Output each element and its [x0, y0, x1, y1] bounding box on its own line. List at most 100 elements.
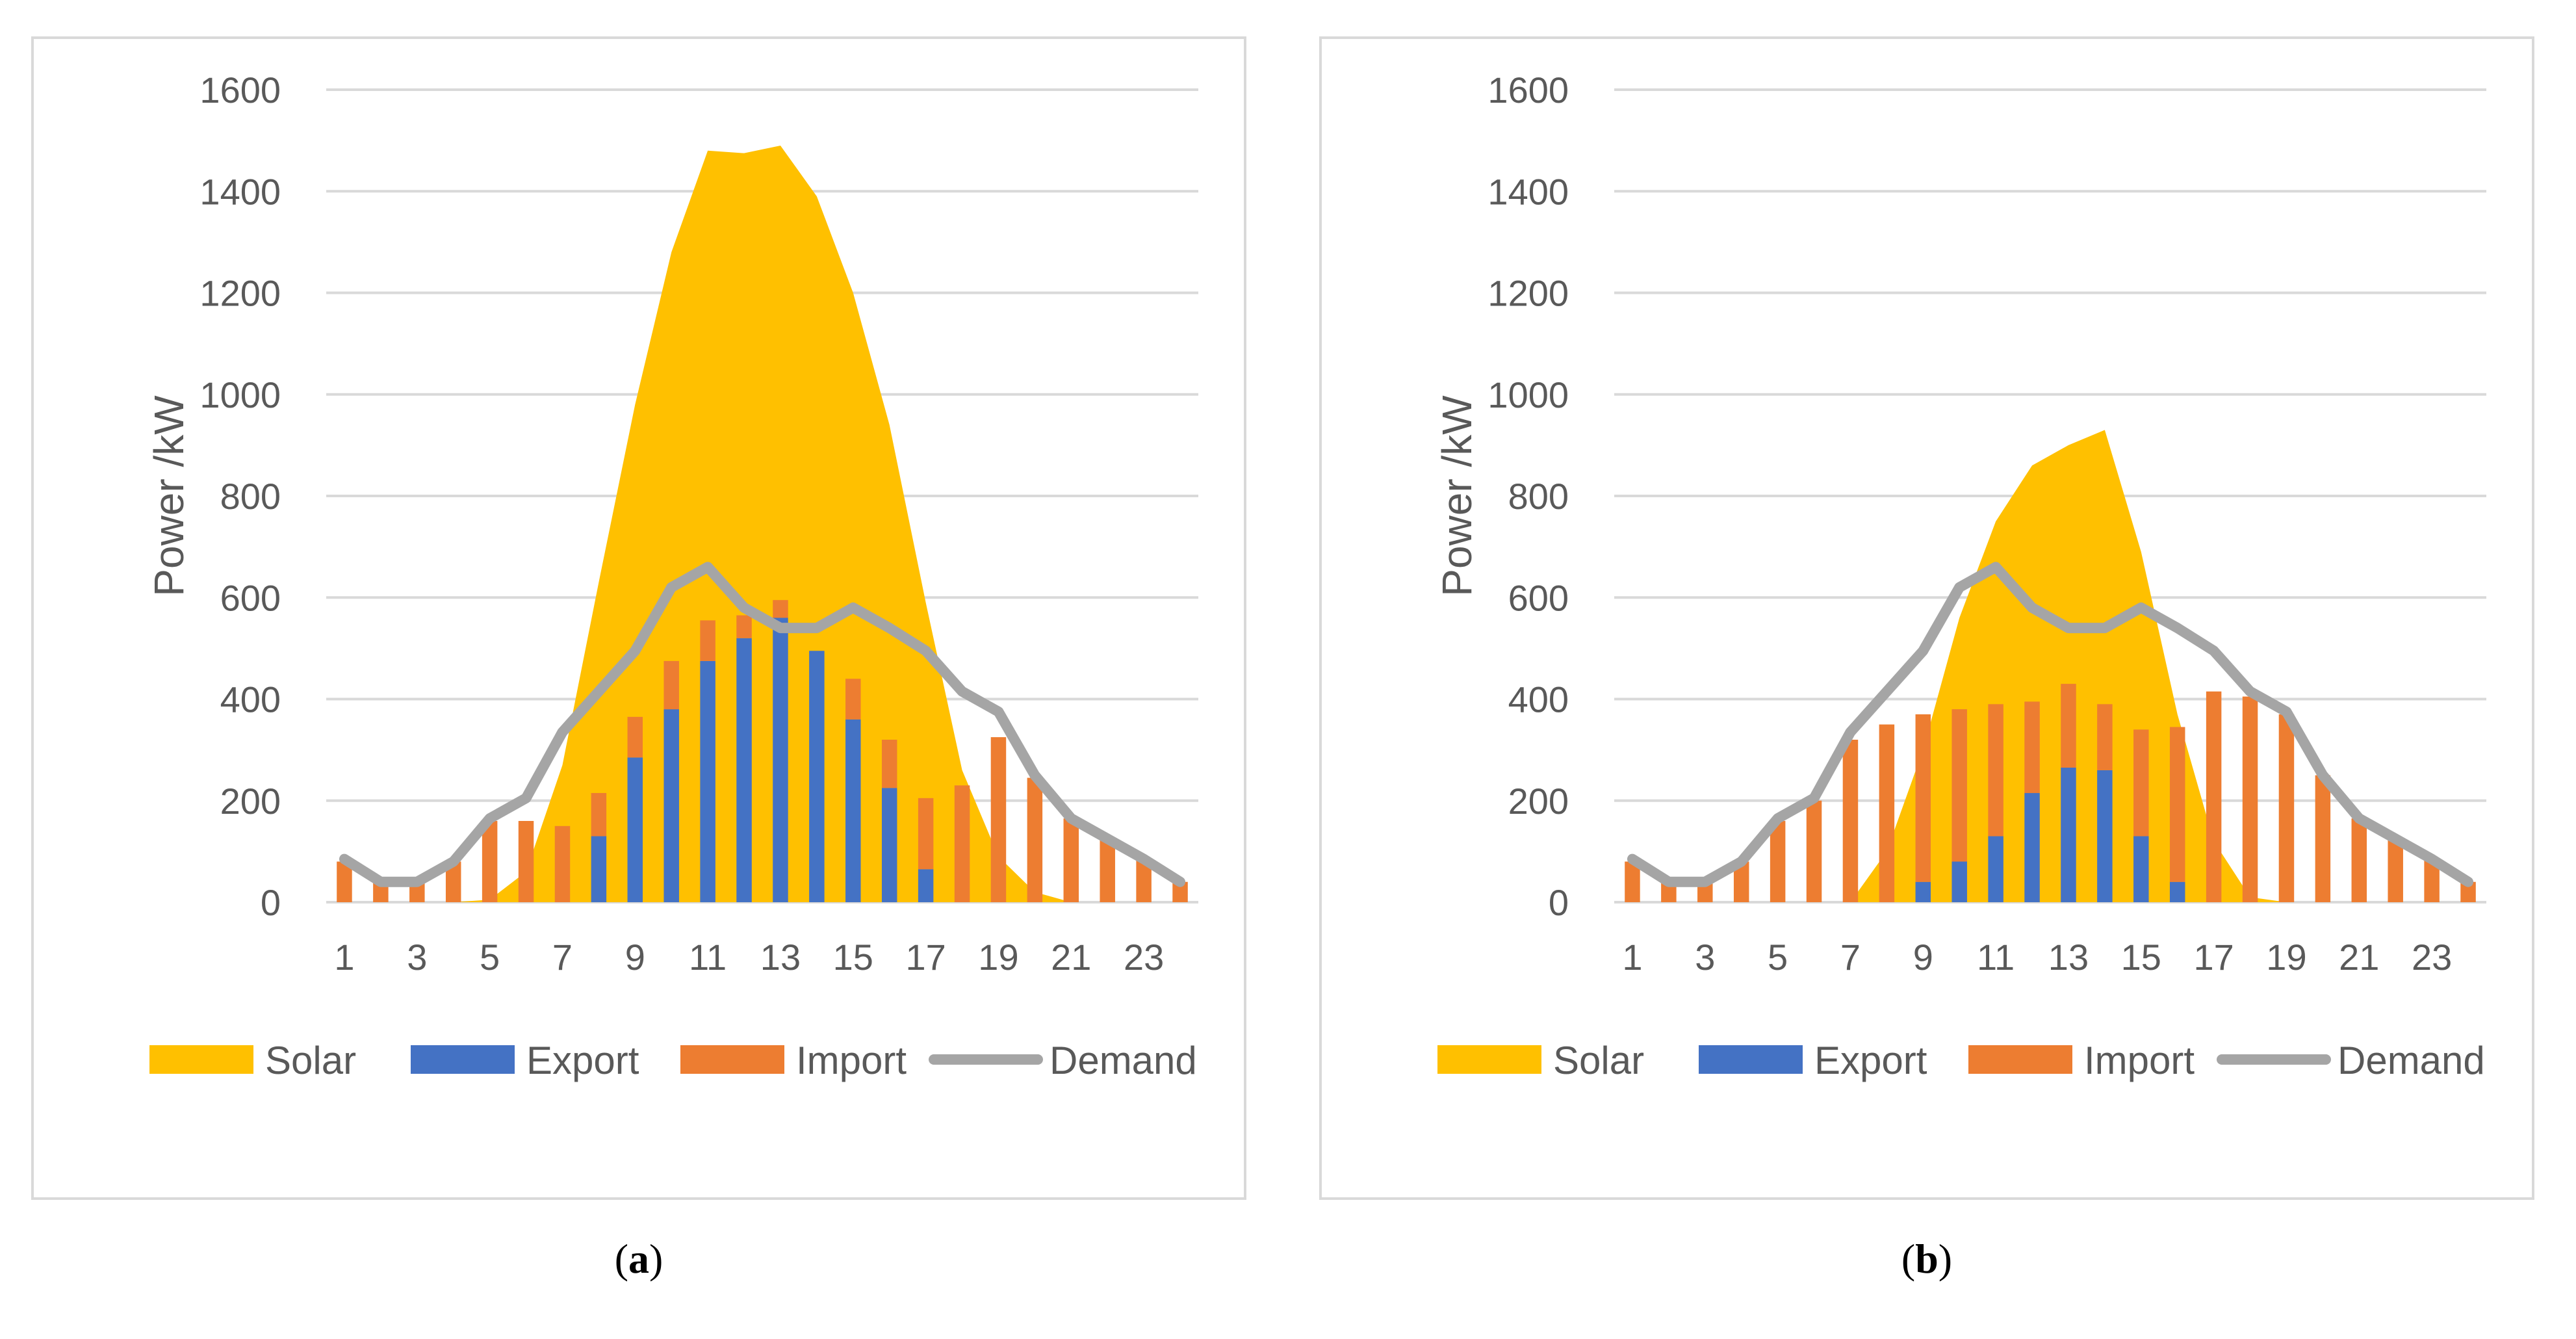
chart-a-export-bar — [773, 618, 788, 902]
chart-b-legend-import-swatch — [1968, 1045, 2072, 1074]
chart-b-x-tick-label: 9 — [1913, 937, 1933, 978]
chart-b-legend-export-swatch — [1699, 1045, 1803, 1074]
chart-a-import-bar — [591, 793, 607, 837]
chart-b-import-bar — [1842, 740, 1859, 902]
chart-a-x-tick-label: 23 — [1124, 937, 1164, 978]
chart-a-import-bar — [845, 679, 861, 720]
chart-a-import-bar — [482, 821, 498, 902]
chart-b-import-bar — [1770, 821, 1786, 902]
chart-b-import-bar — [2206, 691, 2222, 902]
chart-b-import-bar — [1806, 800, 1822, 902]
chart-a-y-axis-label: Power /kW — [146, 395, 192, 597]
chart-a-import-bar — [918, 798, 934, 870]
chart-b-legend-solar-label: Solar — [1553, 1039, 1644, 1082]
chart-a-x-tick-label: 9 — [625, 937, 645, 978]
chart-a-x-tick-label: 15 — [833, 937, 873, 978]
chart-a-import-bar — [1100, 838, 1115, 902]
chart-b-y-tick-label: 0 — [1549, 882, 1569, 923]
chart-a-y-tick-label: 1000 — [200, 374, 281, 415]
chart-a-x-tick-label: 19 — [978, 937, 1018, 978]
chart-a-x-tick-label: 21 — [1051, 937, 1091, 978]
chart-a-export-bar — [700, 660, 715, 902]
chart-b-y-tick-label: 400 — [1508, 679, 1569, 720]
chart-a-y-tick-label: 0 — [261, 882, 281, 923]
chart-a-export-bar — [591, 836, 607, 902]
chart-a-export-bar — [627, 757, 643, 902]
chart-b-y-tick-label: 1000 — [1488, 374, 1569, 415]
chart-b-export-bar — [2061, 767, 2076, 902]
chart-b-y-tick-label: 200 — [1508, 781, 1569, 822]
chart-a-solar-area — [344, 145, 1181, 902]
chart-b-legend-demand-label: Demand — [2338, 1039, 2485, 1082]
chart-a-export-bar — [809, 651, 825, 902]
chart-b-import-bar — [2388, 838, 2403, 902]
chart-b-import-bar — [1915, 714, 1931, 882]
chart-a-x-tick-label: 13 — [760, 937, 801, 978]
chart-b-legend-import-label: Import — [2084, 1039, 2195, 1082]
chart-a-x-tick-label: 17 — [905, 937, 946, 978]
chart-b-import-bar — [1951, 709, 1967, 862]
chart-b-import-bar — [2460, 881, 2476, 902]
chart-b-demand-line — [1627, 562, 2474, 887]
chart-a-import-bar — [1172, 881, 1188, 902]
chart-a-legend-import-swatch — [680, 1045, 784, 1074]
chart-b-x-tick-label: 19 — [2266, 937, 2306, 978]
chart-a-export-bar — [918, 869, 934, 902]
chart-a-import-bar — [990, 737, 1007, 902]
chart-b-import-bar — [2315, 775, 2331, 902]
chart-a-legend-export-swatch — [411, 1045, 515, 1074]
chart-b-import-bar — [1733, 861, 1749, 902]
chart-b-import-bar — [2351, 818, 2367, 902]
chart-a-import-bar — [954, 785, 970, 902]
chart-b-import-bar — [1625, 861, 1640, 902]
chart-a-import-bar — [554, 826, 571, 902]
chart-a-x-tick-label: 5 — [480, 937, 500, 978]
chart-b-legend-export-label: Export — [1814, 1039, 1927, 1082]
chart-a-y-tick-label: 400 — [220, 679, 281, 720]
chart-b-x-tick-label: 17 — [2193, 937, 2234, 978]
chart-a-x-tick-label: 3 — [407, 937, 427, 978]
caption-a: (a) — [614, 1236, 663, 1282]
chart-a-export-bar — [845, 719, 861, 902]
chart-a-import-bar — [663, 660, 679, 710]
chart-b-import-bar — [2024, 701, 2040, 794]
chart-b-export-bar — [1915, 881, 1931, 902]
chart-a-import-bar — [627, 716, 643, 758]
chart-a-legend-demand-label: Demand — [1050, 1039, 1197, 1082]
chart-b-x-tick-label: 5 — [1768, 937, 1788, 978]
chart-panel-a: 0 200 400 600 800 1000 1200 1400 1600 Power /kW 1 3… — [31, 36, 1246, 1200]
chart-a-x-tick-label: 1 — [334, 937, 354, 978]
chart-a-y-tick-label: 800 — [220, 476, 281, 517]
chart-b-solar-area — [1632, 430, 2469, 902]
chart-b-import-bar — [2169, 727, 2185, 882]
chart-a-y-tick-label: 600 — [220, 577, 281, 618]
caption-b: (b) — [1901, 1236, 1953, 1282]
chart-a-import-bar — [700, 620, 715, 661]
chart-a-import-bar — [518, 821, 534, 902]
chart-b-y-tick-label: 1200 — [1488, 273, 1569, 314]
chart-b-import-bar — [2242, 696, 2258, 902]
chart-a-export-bar — [663, 709, 679, 902]
chart-a-import-bar — [1136, 859, 1152, 902]
chart-a-demand-line — [339, 562, 1186, 887]
chart-b-y-tick-label: 600 — [1508, 577, 1569, 618]
chart-b-x-tick-label: 13 — [2048, 937, 2089, 978]
chart-b-export-bar — [2133, 836, 2149, 902]
chart-b-import-bar — [1879, 724, 1895, 902]
chart-b-y-tick-label: 1600 — [1488, 70, 1569, 110]
chart-a-import-bar — [881, 740, 897, 788]
chart-b-x-tick-label: 23 — [2412, 937, 2452, 978]
chart-b-export-bar — [2024, 793, 2040, 902]
chart-b-export-bar — [2097, 770, 2113, 902]
chart-b-x-tick-label: 21 — [2339, 937, 2379, 978]
chart-b-export-bar — [1951, 861, 1967, 902]
chart-b-x-tick-label: 1 — [1622, 937, 1642, 978]
chart-a-y-tick-label: 1200 — [200, 273, 281, 314]
chart-b-export-bar — [1988, 836, 2003, 902]
chart-a-legend-export-label: Export — [526, 1039, 639, 1082]
chart-a-import-bar — [1027, 777, 1043, 902]
chart-panel-b: 0 200 400 600 800 1000 1200 1400 1600 Power /kW 1 3… — [1319, 36, 2534, 1200]
chart-b-y-tick-label: 800 — [1508, 476, 1569, 517]
